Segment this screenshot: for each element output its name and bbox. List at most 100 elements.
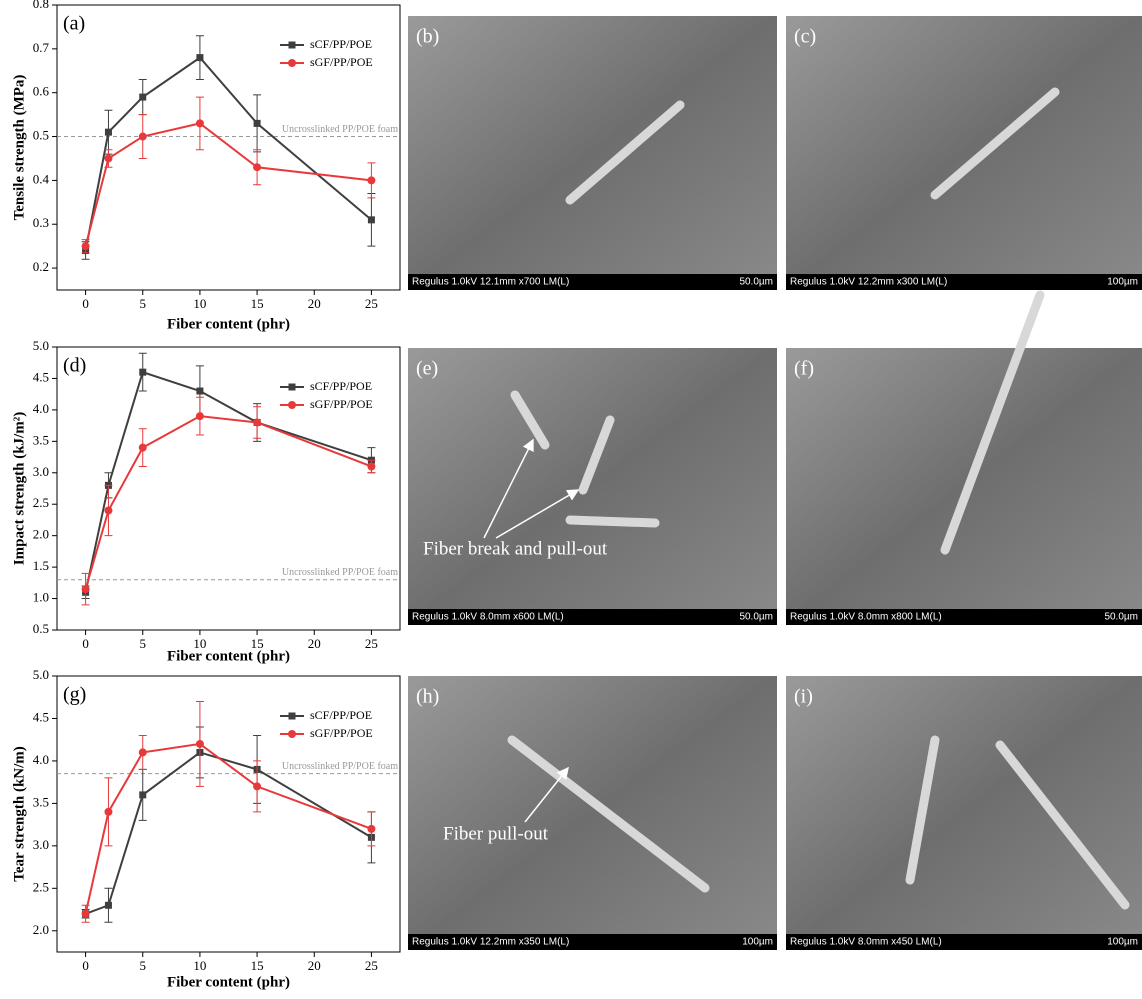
arrow <box>495 489 580 539</box>
panel-label: (a) <box>63 13 85 35</box>
panel-label: (h) <box>416 686 439 708</box>
micrograph <box>408 16 777 290</box>
y-tick-label: 3.0 <box>33 464 49 479</box>
y-tick-label: 3.5 <box>33 794 49 809</box>
legend-label: sGF/PP/POE <box>310 55 373 69</box>
panel-label: (i) <box>794 686 813 708</box>
x-tick-label: 20 <box>308 636 321 651</box>
y-tick-label: 0.6 <box>33 84 50 99</box>
reference-label: Uncrosslinked PP/POE foam <box>282 124 398 135</box>
marker <box>138 748 147 757</box>
panel-label: (d) <box>63 355 86 377</box>
panel-label: (b) <box>416 26 439 48</box>
y-tick-label: 1.0 <box>33 590 49 605</box>
y-tick-label: 0.4 <box>33 171 50 186</box>
y-tick-label: 0.7 <box>33 40 50 55</box>
legend-label: sGF/PP/POE <box>310 397 373 411</box>
series-line <box>84 415 372 590</box>
info-bar <box>408 274 777 290</box>
y-tick-label: 5.0 <box>33 667 49 682</box>
panel-label: (c) <box>794 26 816 48</box>
x-tick-label: 5 <box>140 296 147 311</box>
x-tick-label: 20 <box>308 958 321 973</box>
info-text: Regulus 1.0kV 8.0mm x450 LM(L) <box>790 937 942 948</box>
scale-text: 100µm <box>1107 937 1138 948</box>
series-line <box>84 742 372 915</box>
fiber <box>565 515 660 528</box>
reference-label: Uncrosslinked PP/POE foam <box>282 761 398 772</box>
marker <box>367 462 376 471</box>
marker <box>196 387 204 395</box>
annotation: Fiber break and pull-out <box>423 538 608 559</box>
reference-label: Uncrosslinked PP/POE foam <box>282 567 398 578</box>
y-tick-label: 2.5 <box>33 879 49 894</box>
marker <box>139 93 147 101</box>
x-tick-label: 25 <box>365 958 378 973</box>
fiber <box>930 87 1060 200</box>
marker <box>138 132 147 141</box>
arrow <box>524 766 569 823</box>
x-tick-label: 25 <box>365 296 378 311</box>
series-line <box>84 122 372 247</box>
fiber <box>510 390 550 450</box>
marker <box>104 506 113 515</box>
marker <box>138 443 147 452</box>
fiber <box>905 735 940 885</box>
legend-marker <box>288 730 296 738</box>
y-tick-label: 4.0 <box>33 752 49 767</box>
x-tick-label: 0 <box>82 636 89 651</box>
y-tick-label: 2.5 <box>33 495 49 510</box>
y-tick-label: 0.2 <box>33 259 49 274</box>
info-bar <box>408 609 777 625</box>
x-axis-label: Fiber content (phr) <box>167 316 290 332</box>
legend-marker <box>288 59 296 67</box>
x-axis-label: Fiber content (phr) <box>167 974 290 990</box>
marker <box>104 901 112 909</box>
x-tick-label: 5 <box>140 636 147 651</box>
y-tick-label: 2.0 <box>33 922 49 937</box>
series-line <box>84 56 373 251</box>
marker <box>81 242 90 251</box>
y-tick-label: 5.0 <box>33 338 49 353</box>
info-bar <box>786 609 1142 625</box>
marker <box>139 368 147 376</box>
marker <box>196 54 204 62</box>
micrograph <box>786 16 1142 290</box>
x-tick-label: 15 <box>251 296 264 311</box>
marker <box>104 128 112 136</box>
info-text: Regulus 1.0kV 12.1mm x700 LM(L) <box>412 277 569 288</box>
legend-label: sGF/PP/POE <box>310 726 373 740</box>
y-tick-label: 3.0 <box>33 837 49 852</box>
y-tick-label: 0.8 <box>33 0 49 11</box>
legend-marker <box>288 41 296 49</box>
plot-frame <box>56 4 401 291</box>
scale-text: 100µm <box>742 937 773 948</box>
legend-label: sCF/PP/POE <box>310 37 372 51</box>
y-tick-label: 2.0 <box>33 527 49 542</box>
info-text: Regulus 1.0kV 8.0mm x600 LM(L) <box>412 612 564 623</box>
marker <box>367 176 376 185</box>
x-tick-label: 15 <box>251 636 264 651</box>
info-bar <box>408 934 777 950</box>
y-tick-label: 1.5 <box>33 558 49 573</box>
marker <box>253 418 262 427</box>
info-text: Regulus 1.0kV 8.0mm x800 LM(L) <box>790 612 942 623</box>
scale-text: 100µm <box>1107 277 1138 288</box>
y-tick-label: 0.3 <box>33 215 49 230</box>
marker <box>367 216 375 224</box>
y-tick-label: 4.0 <box>33 401 49 416</box>
info-bar <box>786 274 1142 290</box>
annotation: Fiber pull-out <box>443 823 549 844</box>
info-bar <box>786 934 1142 950</box>
arrow <box>483 438 534 539</box>
plot-frame <box>56 346 401 631</box>
y-axis-label: Tensile strength (MPa) <box>11 75 27 221</box>
y-axis-label: Tear strength (kN/m) <box>11 746 27 882</box>
plot-frame <box>56 675 401 953</box>
marker <box>81 585 90 594</box>
info-text: Regulus 1.0kV 12.2mm x300 LM(L) <box>790 277 947 288</box>
legend-label: sCF/PP/POE <box>310 379 372 393</box>
y-tick-label: 3.5 <box>33 432 49 447</box>
fiber <box>940 290 1045 555</box>
